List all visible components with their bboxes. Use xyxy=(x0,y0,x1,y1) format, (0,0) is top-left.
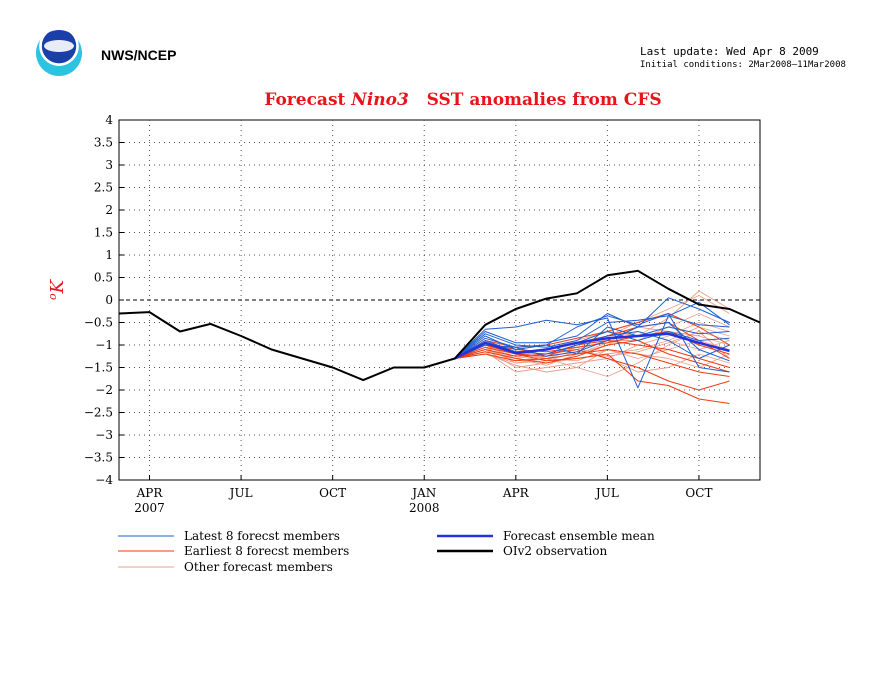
chart-title: Forecast Nino3 SST anomalies from CFS xyxy=(0,90,880,110)
other-member-line xyxy=(454,290,730,359)
earliest-member-line xyxy=(454,340,730,368)
x-tick-year: 2008 xyxy=(409,501,440,515)
x-tick-label: JUL xyxy=(594,486,619,500)
chart-title-part-1: Forecast xyxy=(264,90,352,110)
y-tick-label: 2.5 xyxy=(94,181,113,195)
y-tick-label: 3 xyxy=(105,158,113,172)
earliest-member-line xyxy=(454,340,730,373)
chart-title-part-2: Nino3 xyxy=(351,90,409,110)
y-tick-label: −1 xyxy=(95,338,113,352)
y-tick-label: −0.5 xyxy=(84,316,113,330)
earliest-member-line xyxy=(454,349,730,391)
legend-label-obs: OIv2 observation xyxy=(503,544,608,558)
agency-label: NWS/NCEP xyxy=(101,47,177,63)
earliest-member-line xyxy=(454,349,730,377)
x-tick-label: APR xyxy=(136,486,164,500)
noaa-logo-swoosh xyxy=(44,40,74,52)
last-update-text: Last update: Wed Apr 8 2009 xyxy=(640,45,819,58)
y-tick-label: 0 xyxy=(105,293,113,307)
ensemble-mean-line xyxy=(454,332,730,360)
legend-label-earliest: Earliest 8 forecst members xyxy=(184,544,349,558)
latest-member-line xyxy=(454,322,730,362)
latest-member-line xyxy=(454,301,730,359)
plot-frame xyxy=(118,119,761,481)
x-tick-label: OCT xyxy=(319,486,346,500)
other-member-line xyxy=(454,349,730,373)
chart-title-part-3: SST anomalies from CFS xyxy=(408,90,662,110)
noaa-logo xyxy=(36,30,82,76)
y-tick-label: −2 xyxy=(95,383,113,397)
x-tick-label: JAN xyxy=(410,486,436,500)
y-tick-label: 0.5 xyxy=(94,271,113,285)
y-tick-label: −4 xyxy=(95,473,113,487)
y-tick-label: 1.5 xyxy=(94,226,113,240)
x-tick-label: JUL xyxy=(228,486,253,500)
y-tick-label: 2 xyxy=(105,203,113,217)
y-tick-label: 1 xyxy=(105,248,113,262)
x-tick-label: OCT xyxy=(685,486,712,500)
legend-label-mean: Forecast ensemble mean xyxy=(503,529,655,543)
legend-label-latest: Latest 8 forecst members xyxy=(184,529,340,543)
y-tick-label: −3.5 xyxy=(84,451,113,465)
x-tick-year: 2007 xyxy=(134,501,165,515)
y-tick-label: −2.5 xyxy=(84,406,113,420)
y-tick-label: 3.5 xyxy=(94,136,113,150)
legend-label-other: Other forecast members xyxy=(184,560,333,574)
latest-member-line xyxy=(454,313,730,373)
initial-conditions-text: Initial conditions: 2Mar2008–11Mar2008 xyxy=(640,60,846,70)
latest-member-line xyxy=(454,297,730,359)
y-tick-label: −1.5 xyxy=(84,361,113,375)
other-member-line xyxy=(454,326,730,366)
other-member-line xyxy=(454,351,730,373)
y-tick-label: 4 xyxy=(105,113,113,127)
observation-line xyxy=(118,269,761,382)
x-tick-label: APR xyxy=(502,486,530,500)
earliest-member-line xyxy=(454,344,730,404)
y-tick-label: −3 xyxy=(95,428,113,442)
